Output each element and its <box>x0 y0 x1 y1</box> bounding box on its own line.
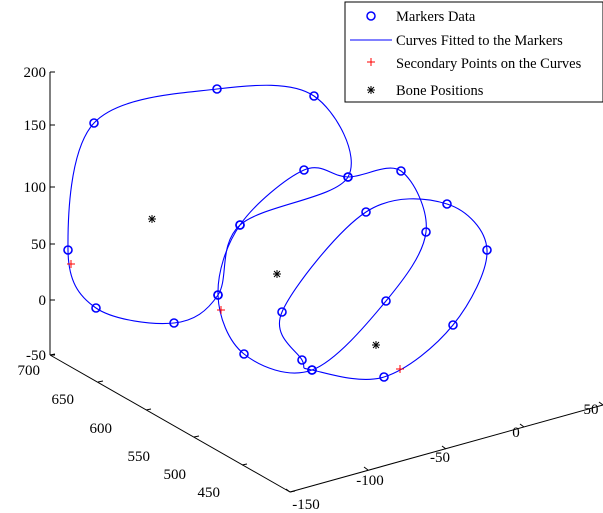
x-tick <box>519 423 525 428</box>
x-tick-label: -150 <box>292 497 320 513</box>
marker-point <box>277 307 287 317</box>
y-tick-label: 650 <box>52 392 75 408</box>
legend-entry-secondary: Secondary Points on the Curves <box>367 56 582 72</box>
marker-point <box>381 296 391 306</box>
secondary-points <box>67 260 404 373</box>
z-tick-label: 100 <box>24 180 47 196</box>
marker-point <box>235 220 245 230</box>
x-tick-label: 0 <box>512 425 520 441</box>
tick-marks <box>49 71 603 493</box>
marker-point <box>309 91 319 101</box>
marker-point <box>307 365 317 375</box>
marker-point <box>212 84 222 94</box>
marker-point <box>213 290 223 300</box>
z-tick-label: -50 <box>26 348 46 364</box>
marker-point <box>379 372 389 382</box>
marker-point <box>448 320 458 330</box>
legend-label-bones: Bone Positions <box>396 83 484 99</box>
marker-point <box>91 303 101 313</box>
legend-plus-icon <box>367 58 375 66</box>
x-tick <box>285 488 291 493</box>
legend-label-curves: Curves Fitted to the Markers <box>396 33 563 49</box>
legend-entry-markers: Markers Data <box>366 9 476 25</box>
y-tick-label: 700 <box>18 363 41 379</box>
x-tick-label: 50 <box>584 402 599 418</box>
legend-label-markers: Markers Data <box>396 9 476 25</box>
marker-point <box>63 245 73 255</box>
bone-position <box>148 215 156 223</box>
z-tick-label: 200 <box>24 65 47 81</box>
x-tick-label: -50 <box>430 450 450 466</box>
bone-positions <box>148 215 380 349</box>
marker-point <box>421 227 431 237</box>
marker-point <box>442 199 452 209</box>
legend-entry-curves: Curves Fitted to the Markers <box>350 33 563 49</box>
x-tick-label: -100 <box>356 473 384 489</box>
secondary-point <box>396 365 404 373</box>
y-tick-label: 500 <box>164 467 187 483</box>
x-axis-line <box>289 404 603 493</box>
fitted-curve-2 <box>217 167 427 374</box>
marker-point <box>239 349 249 359</box>
y-tick-label: 550 <box>128 449 151 465</box>
y-tick <box>289 490 296 493</box>
x-tick <box>363 466 369 471</box>
y-tick <box>49 353 56 356</box>
legend-circle-icon <box>366 11 376 21</box>
y-tick-label: 600 <box>90 421 113 437</box>
y-tick-label: 450 <box>198 485 221 501</box>
z-tick-label: 0 <box>39 293 47 309</box>
marker-point <box>482 245 492 255</box>
marker-point <box>396 166 406 176</box>
y-tick <box>193 435 200 438</box>
marker-point <box>361 207 371 217</box>
z-tick-label: 50 <box>31 237 46 253</box>
marker-point <box>343 172 353 182</box>
y-tick <box>97 380 104 383</box>
fitted-curve-3 <box>279 198 488 381</box>
axes-lines <box>49 72 603 493</box>
secondary-point <box>67 260 75 268</box>
x-tick <box>598 401 603 406</box>
z-tick-label: 150 <box>24 118 47 134</box>
marker-point <box>89 118 99 128</box>
bone-position <box>372 341 380 349</box>
markers-data <box>63 84 492 382</box>
fitted-curve-1 <box>67 84 352 325</box>
tick-labels: 200150100500-50700650600550500450-150-10… <box>18 65 599 513</box>
legend-asterisk-icon <box>367 86 375 94</box>
secondary-point <box>217 306 225 314</box>
marker-point <box>297 355 307 365</box>
legend-label-secondary: Secondary Points on the Curves <box>396 56 582 72</box>
legend-entry-bones: Bone Positions <box>367 83 484 99</box>
y-tick <box>241 463 248 466</box>
y-tick <box>145 408 152 411</box>
legend-box <box>344 1 603 103</box>
bone-position <box>273 270 281 278</box>
marker-point <box>169 318 179 328</box>
fitted-curves <box>67 84 488 381</box>
legend: Markers Data Curves Fitted to the Marker… <box>344 1 603 103</box>
marker-point <box>299 165 309 175</box>
x-tick <box>441 445 447 450</box>
y-axis-line <box>49 354 291 493</box>
